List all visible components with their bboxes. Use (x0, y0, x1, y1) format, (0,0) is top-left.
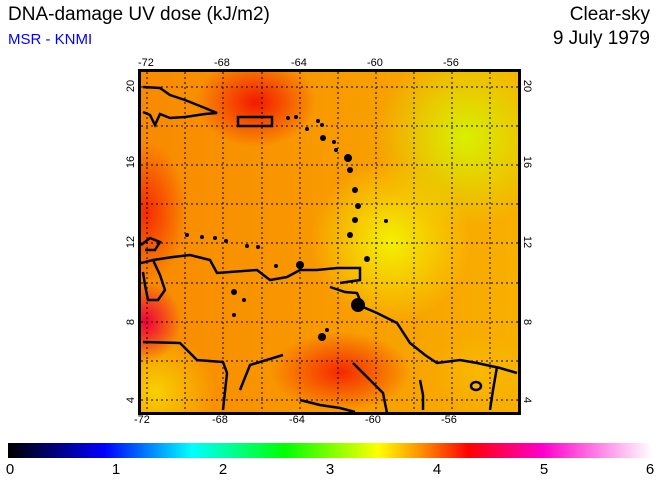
lat-label-right: 20 (521, 79, 534, 93)
colorbar-label: 0 (5, 461, 15, 478)
lon-label-bottom: -64 (289, 414, 305, 426)
colorbar-label: 6 (645, 461, 655, 478)
colorbar-label: 1 (111, 461, 121, 478)
condition-label: Clear-sky (569, 4, 650, 25)
lon-label-top: -72 (138, 57, 154, 69)
lat-label-right: 12 (521, 235, 534, 249)
colorbar-label: 4 (432, 461, 442, 478)
lon-label-bottom: -56 (441, 414, 457, 426)
lon-label-top: -68 (214, 57, 230, 69)
colorbar-label: 2 (218, 461, 228, 478)
coastlines (141, 85, 518, 412)
lon-label-bottom: -60 (365, 414, 381, 426)
lon-label-bottom: -68 (212, 414, 228, 426)
date-label: 9 July 1979 (552, 28, 650, 49)
colorbar-label: 5 (539, 461, 549, 478)
lon-label-top: -56 (443, 57, 459, 69)
source-label: MSR - KNMI (8, 31, 93, 48)
lat-label-right: 16 (521, 155, 534, 169)
lon-label-top: -64 (291, 57, 307, 69)
lat-label-left: 12 (125, 235, 138, 249)
colorbar (8, 443, 652, 458)
lat-label-left: 16 (125, 155, 138, 169)
lat-label-right: 8 (521, 318, 534, 326)
lat-label-left: 8 (125, 318, 138, 326)
lon-label-top: -60 (367, 57, 383, 69)
islands (185, 115, 388, 341)
lon-label-bottom: -72 (134, 414, 150, 426)
lat-label-left: 4 (125, 396, 138, 404)
graticule (141, 72, 518, 412)
lat-label-right: 4 (521, 396, 534, 404)
uv-dose-map (141, 72, 518, 412)
colorbar-label: 3 (325, 461, 335, 478)
lat-label-left: 20 (125, 79, 138, 93)
map-frame (138, 69, 521, 415)
map-title: DNA-damage UV dose (kJ/m2) (8, 4, 270, 25)
